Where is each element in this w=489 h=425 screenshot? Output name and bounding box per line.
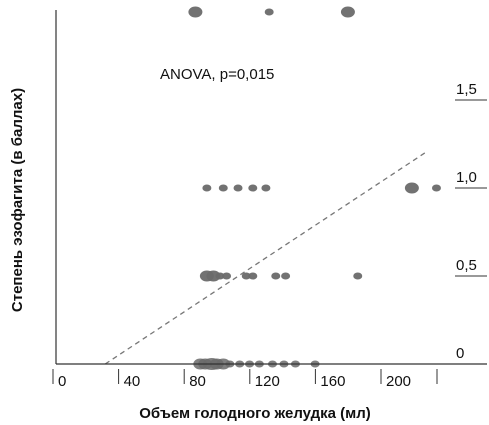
data-point	[215, 272, 225, 280]
data-point	[188, 6, 203, 18]
data-point	[261, 184, 271, 192]
data-point	[431, 184, 441, 192]
data-point	[404, 182, 419, 194]
x-tick-label: 0	[58, 373, 66, 390]
y-axis-label: Степень эзофагита (в баллах)	[9, 88, 26, 312]
x-tick-label: 200	[386, 373, 411, 390]
data-point	[248, 272, 258, 280]
marks-layer	[104, 6, 441, 370]
trend-line	[104, 152, 426, 365]
y-tick-label: 0	[456, 345, 464, 362]
grid-layer	[455, 99, 487, 277]
data-point	[271, 272, 281, 280]
y-tick-label: 0,5	[456, 257, 477, 274]
x-tick-label: 120	[255, 373, 280, 390]
axes-layer	[52, 10, 487, 384]
data-point	[206, 270, 221, 282]
data-point	[218, 184, 228, 192]
data-point	[233, 184, 243, 192]
data-point	[202, 184, 212, 192]
labels-layer: ANOVA, p=0,015 Объем голодного желудка (…	[9, 66, 477, 422]
y-tick-label: 1,0	[456, 169, 477, 186]
x-tick-label: 160	[320, 373, 345, 390]
x-tick-label: 80	[189, 373, 206, 390]
data-point	[353, 272, 363, 280]
data-point	[222, 272, 232, 280]
data-point	[241, 272, 251, 280]
x-tick-label: 40	[124, 373, 141, 390]
data-point	[281, 272, 291, 280]
data-point	[248, 184, 258, 192]
data-point	[340, 6, 355, 18]
x-axis-label: Объем голодного желудка (мл)	[139, 405, 371, 422]
anova-annotation: ANOVA, p=0,015	[160, 66, 274, 83]
y-tick-label: 1,5	[456, 81, 477, 98]
data-point	[264, 8, 274, 16]
